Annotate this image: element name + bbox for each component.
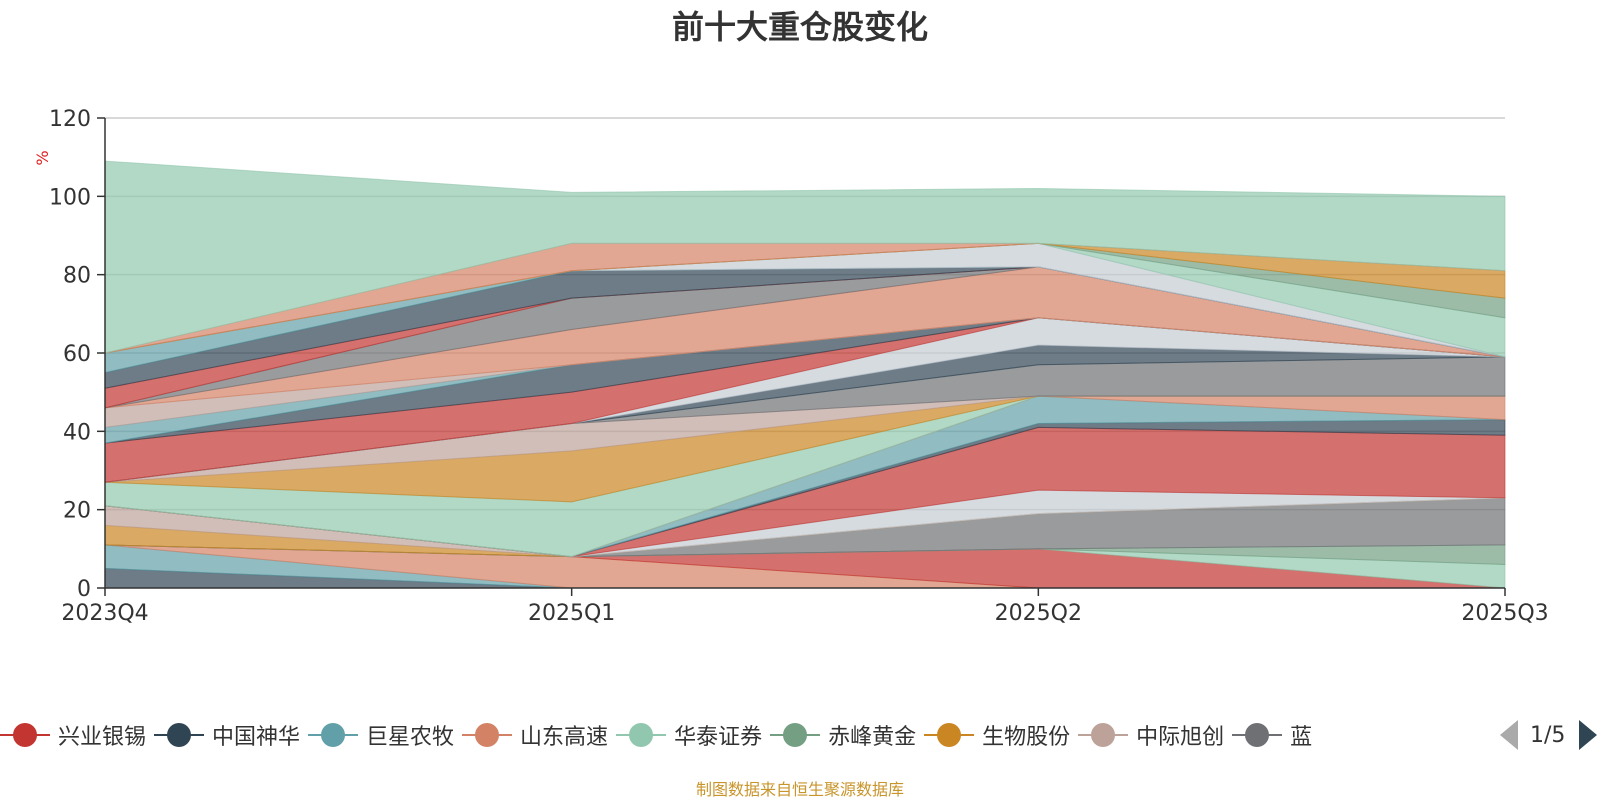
legend-item[interactable]: 生物股份 bbox=[924, 715, 1070, 755]
y-tick-label: 40 bbox=[63, 420, 91, 445]
legend-prev-arrow-icon[interactable] bbox=[1500, 720, 1518, 750]
legend-label: 赤峰黄金 bbox=[828, 725, 917, 750]
legend-marker-icon bbox=[154, 723, 205, 747]
legend-item[interactable]: 中国神华 bbox=[154, 715, 300, 755]
legend-label: 中国神华 bbox=[212, 725, 301, 750]
legend-item[interactable]: 华泰证券 bbox=[616, 715, 762, 755]
legend-label: 中际旭创 bbox=[1136, 725, 1225, 750]
legend-marker-icon bbox=[770, 723, 821, 747]
y-tick-label: 80 bbox=[63, 264, 91, 289]
legend-next-arrow-icon[interactable] bbox=[1579, 720, 1598, 750]
area-series-35 bbox=[104, 160, 1506, 354]
legend-label: 华泰证券 bbox=[674, 725, 763, 750]
x-tick-label: 2025Q1 bbox=[528, 601, 615, 626]
legend-marker-icon bbox=[924, 723, 975, 747]
legend-items: 兴业银锡 中国神华 巨星农牧 山东高速 华泰证券 赤峰黄金 生物股份 中际旭创 蓝 bbox=[0, 715, 1484, 755]
y-tick-label: 0 bbox=[77, 577, 91, 602]
legend-label: 生物股份 bbox=[982, 725, 1071, 750]
legend-marker-icon bbox=[308, 723, 359, 747]
legend-label: 蓝 bbox=[1290, 725, 1313, 750]
x-tick-label: 2025Q2 bbox=[995, 601, 1082, 626]
legend-marker-icon bbox=[0, 723, 50, 747]
x-tick-label: 2023Q4 bbox=[61, 601, 148, 626]
legend-page-indicator: 1/5 bbox=[1530, 722, 1566, 748]
y-tick-label: 20 bbox=[63, 499, 91, 524]
y-tick-label: 100 bbox=[49, 185, 91, 210]
source-note: 制图数据来自恒生聚源数据库 bbox=[695, 780, 904, 799]
legend-marker-icon bbox=[462, 723, 513, 747]
legend-item[interactable]: 赤峰黄金 bbox=[770, 715, 916, 755]
legend-marker-icon bbox=[616, 723, 667, 747]
legend-label: 兴业银锡 bbox=[58, 725, 147, 750]
legend-label: 山东高速 bbox=[520, 725, 609, 750]
legend-pager: 1/5 bbox=[1500, 715, 1598, 755]
legend-item[interactable]: 中际旭创 bbox=[1078, 715, 1224, 755]
legend-item[interactable]: 巨星农牧 bbox=[308, 715, 454, 755]
y-tick-label: 120 bbox=[49, 107, 91, 132]
legend-marker-icon bbox=[1232, 723, 1283, 747]
legend-item[interactable]: 兴业银锡 bbox=[0, 715, 146, 755]
legend-label: 巨星农牧 bbox=[366, 725, 455, 750]
y-tick-label: 60 bbox=[63, 342, 91, 367]
legend: 兴业银锡 中国神华 巨星农牧 山东高速 华泰证券 赤峰黄金 生物股份 中际旭创 蓝 1/5 bbox=[0, 715, 1598, 755]
chart-title: 前十大重仓股变化 bbox=[671, 8, 928, 46]
area-layers bbox=[104, 160, 1506, 589]
x-tick-label: 2025Q3 bbox=[1461, 601, 1548, 626]
legend-item[interactable]: 蓝 bbox=[1232, 715, 1312, 755]
legend-item[interactable]: 山东高速 bbox=[462, 715, 608, 755]
y-axis-label: % bbox=[33, 150, 52, 165]
legend-marker-icon bbox=[1078, 723, 1129, 747]
